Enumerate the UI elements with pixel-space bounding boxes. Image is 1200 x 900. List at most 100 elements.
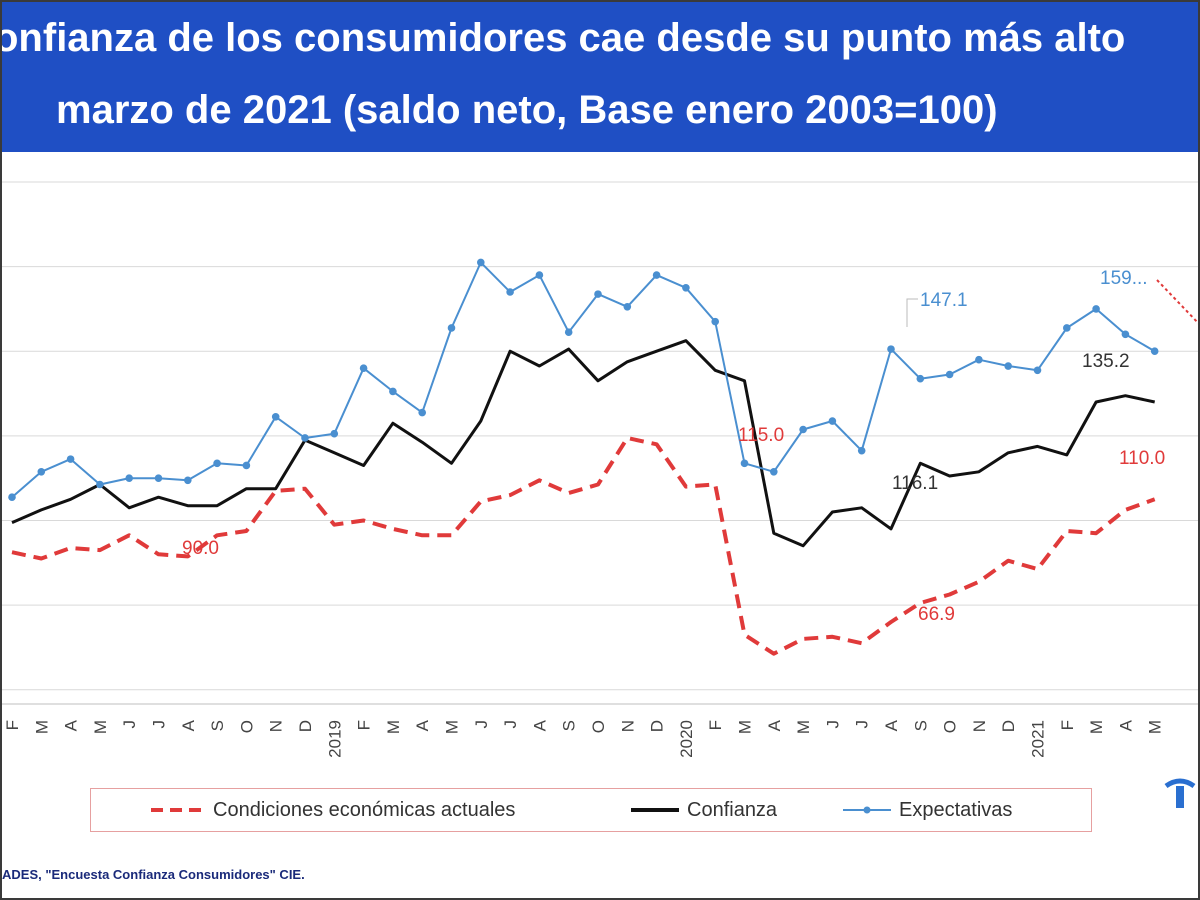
x-tick-label: A [179, 719, 198, 731]
x-tick-label: F [355, 720, 374, 730]
data-point-expectativas [184, 476, 192, 485]
x-tick-label: S [208, 720, 227, 731]
data-point-expectativas [740, 459, 749, 468]
x-tick-label: F [3, 720, 22, 730]
x-tick-label: A [62, 719, 81, 731]
data-point-expectativas [1121, 330, 1130, 339]
data-point-expectativas [125, 474, 133, 482]
x-tick-label: J [120, 720, 139, 729]
x-tick-label: M [384, 720, 403, 734]
legend: Condiciones económicas actuales Confianz… [90, 788, 1092, 832]
data-point-expectativas [418, 408, 427, 417]
data-point-expectativas [37, 468, 46, 476]
data-point-expectativas [535, 271, 544, 279]
data-point-expectativas [330, 429, 339, 438]
data-point-expectativas [271, 413, 280, 421]
x-tick-label: F [706, 720, 725, 730]
data-point-expectativas [770, 468, 778, 476]
x-tick-label: A [765, 719, 784, 731]
data-label: 66.9 [918, 604, 955, 625]
x-tick-label: 2020 [677, 720, 696, 758]
data-label: 116.1 [892, 473, 938, 494]
legend-swatch-expectativas [843, 806, 891, 814]
data-point-expectativas [975, 355, 983, 364]
legend-item-expectativas: Expectativas [843, 798, 1012, 822]
chart-title-line-1: onfianza de los consumidores cae desde s… [2, 16, 1126, 60]
title-band: onfianza de los consumidores cae desde s… [2, 2, 1198, 152]
data-point-expectativas [594, 290, 602, 298]
legend-item-confianza: Confianza [631, 798, 777, 822]
legend-label-condiciones: Condiciones económicas actuales [213, 798, 516, 821]
data-point-expectativas [945, 370, 954, 379]
x-tick-label: A [530, 719, 549, 731]
x-tick-label: M [1087, 720, 1106, 734]
data-point-expectativas [301, 434, 309, 442]
legend-item-condiciones: Condiciones económicas actuales [151, 798, 515, 822]
data-point-expectativas [711, 317, 719, 326]
x-tick-label: 2021 [1029, 720, 1048, 758]
x-tick-label: F [1058, 720, 1077, 730]
legend-swatch-condiciones [151, 808, 205, 812]
data-point-expectativas [8, 493, 16, 501]
x-tick-label: J [823, 720, 842, 729]
x-tick-label: J [501, 720, 520, 729]
data-label: 159... [1100, 268, 1148, 289]
data-point-expectativas [1004, 362, 1012, 370]
legend-label-expectativas: Expectativas [899, 798, 1013, 821]
data-point-expectativas [66, 455, 75, 463]
x-tick-label: J [472, 720, 491, 729]
data-point-expectativas [213, 459, 221, 468]
annotation-layer: 147.1 159... 135.2 116.1 115.0 110.0 90.0 66.9 [182, 268, 1165, 625]
source-note: ADES, "Encuesta Confianza Consumidores" … [2, 867, 305, 882]
data-point-expectativas [154, 474, 163, 482]
data-point-expectativas [506, 288, 514, 296]
data-point-expectativas [359, 364, 368, 372]
data-label: 147.1 [920, 290, 968, 311]
x-tick-label: M [32, 720, 51, 734]
data-point-expectativas [447, 324, 456, 332]
x-tick-label: D [296, 720, 315, 732]
legend-swatch-confianza [631, 808, 679, 812]
series-layer [8, 258, 1198, 656]
line-chart: 147.1159...135.2116.1115.0110.090.066.9 … [2, 181, 1198, 758]
x-tick-label: M [1146, 720, 1165, 734]
data-point-expectativas [799, 425, 807, 434]
data-point-expectativas [682, 283, 690, 292]
legend-label-confianza: Confianza [687, 798, 778, 821]
x-tick-label: D [999, 720, 1018, 732]
data-point-expectativas [242, 461, 251, 470]
data-point-expectativas [1033, 366, 1042, 375]
data-label: 110.0 [1119, 448, 1165, 469]
x-tick-label: N [267, 720, 286, 732]
data-point-expectativas [389, 387, 397, 396]
data-label: 115.0 [738, 425, 784, 446]
data-label: 135.2 [1082, 351, 1130, 372]
data-point-expectativas [564, 328, 573, 336]
x-tick-label: O [941, 720, 960, 733]
data-point-expectativas [1063, 324, 1071, 332]
data-point-expectativas [887, 345, 895, 353]
x-tick-label: N [970, 720, 989, 732]
series-line-condiciones [11, 436, 1156, 656]
x-tick-label: A [413, 719, 432, 731]
data-point-expectativas [96, 480, 104, 489]
data-point-expectativas [857, 446, 866, 455]
data-point-expectativas [1092, 305, 1100, 313]
x-tick-label: O [237, 720, 256, 733]
x-tick-label: A [1116, 719, 1135, 731]
x-tick-label: J [853, 720, 872, 729]
data-point-expectativas [623, 303, 632, 311]
x-tick-label: N [618, 720, 637, 732]
data-point-expectativas [916, 374, 925, 383]
x-tick-label: D [648, 720, 667, 732]
data-point-expectativas [652, 271, 661, 279]
leader-line [906, 298, 918, 327]
callout-line [1156, 279, 1198, 325]
logo-icon [1164, 778, 1196, 808]
data-label: 90.0 [182, 538, 219, 559]
x-tick-label: M [794, 720, 813, 734]
x-tick-label: S [560, 720, 579, 731]
x-axis: F M A M J J A S O N D 2019 F M A M J J A S O N D 2020 F M A M J J A S O N… [2, 703, 1198, 758]
data-point-expectativas [1150, 347, 1159, 356]
series-line-expectativas [11, 261, 1156, 498]
